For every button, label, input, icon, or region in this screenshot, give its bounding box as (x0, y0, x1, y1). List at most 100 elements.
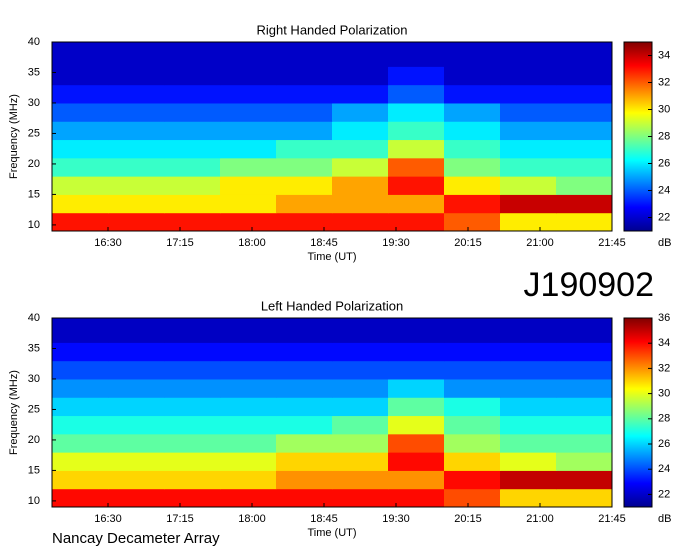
y-tick-label: 30 (28, 373, 40, 385)
y-tick-label: 35 (28, 66, 40, 78)
colorbar-tick-label: 28 (658, 130, 670, 142)
x-tick-label: 17:15 (166, 237, 194, 249)
cell (444, 452, 501, 471)
cell (220, 378, 277, 398)
x-tick-label: 18:45 (310, 513, 338, 525)
cell (276, 378, 333, 398)
cell (108, 102, 165, 122)
cell (556, 433, 613, 453)
cell (164, 139, 221, 159)
cell (220, 452, 277, 471)
cell (52, 121, 109, 141)
cell (444, 212, 501, 232)
y-tick-label: 35 (28, 342, 40, 354)
cell (556, 66, 613, 86)
cell (276, 176, 333, 195)
y-tick-label: 25 (28, 127, 40, 139)
cell (332, 102, 389, 122)
cell (52, 212, 109, 232)
cell (388, 360, 445, 380)
cell (332, 194, 389, 214)
cell (276, 121, 333, 141)
cell (52, 194, 109, 214)
cell (556, 318, 613, 343)
plot-frame (51, 41, 613, 232)
cell (332, 139, 389, 159)
chart-title: Left Handed Polarization (261, 298, 403, 313)
cell (500, 176, 557, 195)
cell (388, 452, 445, 471)
cell (52, 66, 109, 86)
cell (388, 415, 445, 435)
colorbar-tick-label: 22 (658, 488, 670, 500)
cell (388, 378, 445, 398)
cell (444, 360, 501, 380)
cell (444, 378, 501, 398)
cell (52, 342, 109, 362)
cell (220, 212, 277, 232)
y-tick-label: 15 (28, 464, 40, 476)
cell (276, 66, 333, 86)
cell (332, 397, 389, 417)
cell (52, 102, 109, 122)
cell (108, 360, 165, 380)
cell (164, 157, 221, 177)
cell (164, 42, 221, 67)
cell (164, 452, 221, 471)
footer: Nancay Decameter Array (52, 530, 220, 547)
cell (500, 318, 557, 343)
cell (108, 470, 165, 490)
cell (52, 452, 109, 471)
y-tick-label: 25 (28, 403, 40, 415)
cell (332, 452, 389, 471)
cell (500, 66, 557, 86)
cell (164, 342, 221, 362)
cell (332, 66, 389, 86)
colorbar-tick-label: 26 (658, 438, 670, 450)
y-tick-label: 20 (28, 434, 40, 446)
y-axis-label: Frequency (MHz) (8, 94, 20, 179)
x-axis-label: Time (UT) (307, 251, 356, 263)
y-tick-label: 10 (28, 219, 40, 231)
cell (276, 397, 333, 417)
cell (108, 452, 165, 471)
cell (164, 194, 221, 214)
cell (500, 212, 557, 232)
cell (108, 66, 165, 86)
cell (276, 415, 333, 435)
cell (332, 415, 389, 435)
cell (444, 318, 501, 343)
colorbar-label: dB (658, 513, 671, 525)
cell (220, 415, 277, 435)
cell (556, 378, 613, 398)
cell (388, 194, 445, 214)
cell (276, 194, 333, 214)
cell (52, 360, 109, 380)
x-tick-label: 19:30 (382, 513, 410, 525)
cell (500, 415, 557, 435)
x-tick-label: 16:30 (94, 513, 122, 525)
cell (556, 121, 613, 141)
y-tick-label: 15 (28, 188, 40, 200)
cell (108, 212, 165, 232)
x-tick-label: 18:00 (238, 237, 266, 249)
cell (108, 139, 165, 159)
x-tick-label: 20:15 (454, 237, 482, 249)
cell (444, 157, 501, 177)
cell (276, 318, 333, 343)
cell (276, 433, 333, 453)
cell (444, 194, 501, 214)
cell (444, 66, 501, 86)
cell (276, 470, 333, 490)
colorbar-tick-label: 34 (658, 337, 670, 349)
cell (500, 452, 557, 471)
cell (52, 378, 109, 398)
cell (444, 342, 501, 362)
cell (332, 157, 389, 177)
plot-frame (51, 317, 613, 508)
cell (332, 42, 389, 67)
cell (220, 360, 277, 380)
cell (500, 433, 557, 453)
cell (52, 84, 109, 104)
